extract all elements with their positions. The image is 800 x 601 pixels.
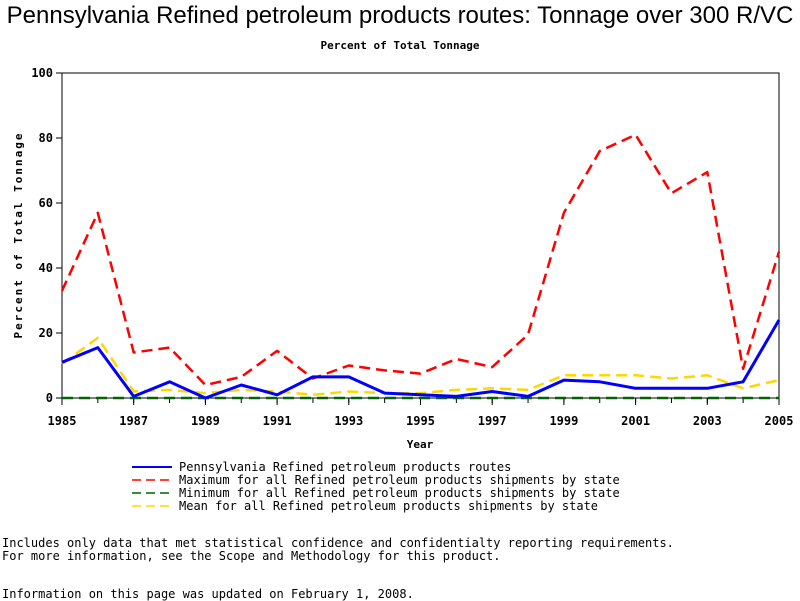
chart-axes: 0 20 40 60 80 100 1985 1987 1989 1991 1993 1995 1997…: [31, 66, 793, 428]
x-tick-label: 2001: [621, 414, 650, 428]
series-line-0: [61, 319, 781, 400]
x-axis-label: Year: [407, 438, 434, 451]
x-tick-label: 1987: [119, 414, 148, 428]
y-axis-label: Percent of Total Tonnage: [12, 132, 25, 339]
x-tick-label: 1991: [263, 414, 292, 428]
y-tick-label: 100: [31, 66, 53, 80]
x-tick-label: 1995: [406, 414, 435, 428]
legend: Pennsylvania Refined petroleum products …: [132, 460, 620, 513]
x-tick-label: 1989: [191, 414, 220, 428]
methodology-note: For more information, see the Scope and …: [2, 549, 501, 563]
y-tick-label: 0: [46, 391, 53, 405]
update-note: Information on this page was updated on …: [2, 587, 414, 601]
legend-label-1: Maximum for all Refined petroleum produc…: [179, 473, 620, 487]
series-line-3: [61, 336, 780, 397]
series-line-1: [60, 133, 781, 387]
plot-frame: [61, 72, 780, 399]
chart-title: Pennsylvania Refined petroleum products …: [6, 2, 794, 29]
plot-area: [60, 133, 781, 400]
x-tick-label: 1985: [48, 414, 77, 428]
x-tick-label: 1997: [478, 414, 507, 428]
legend-label-0: Pennsylvania Refined petroleum products …: [179, 460, 511, 474]
y-tick-label: 20: [39, 326, 53, 340]
legend-label-2: Minimum for all Refined petroleum produc…: [179, 486, 620, 500]
legend-label-3: Mean for all Refined petroleum products …: [179, 499, 598, 513]
y-tick-label: 40: [39, 261, 53, 275]
y-tick-label: 80: [39, 131, 53, 145]
chart-subtitle: Percent of Total Tonnage: [320, 39, 480, 52]
confidence-note: Includes only data that met statistical …: [2, 536, 674, 550]
x-tick-label: 1993: [334, 414, 363, 428]
x-tick-label: 2005: [765, 414, 794, 428]
x-tick-label: 1999: [549, 414, 578, 428]
y-tick-label: 60: [39, 196, 53, 210]
x-tick-label: 2003: [693, 414, 722, 428]
